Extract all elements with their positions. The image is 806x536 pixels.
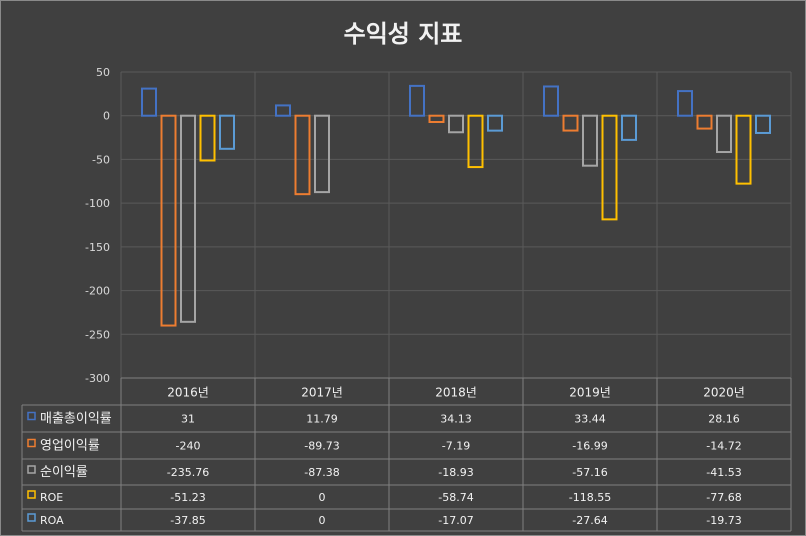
y-tick-label: -200 [85, 285, 110, 298]
table-cell: -14.72 [706, 440, 741, 453]
table-cell: 0 [319, 491, 326, 504]
y-tick-label: -50 [92, 153, 110, 166]
table-cell: -57.16 [572, 466, 607, 479]
bar-1 [275, 104, 291, 117]
table-cell: 0 [319, 514, 326, 527]
table-cell: 28.16 [708, 413, 740, 426]
legend-key [27, 490, 36, 499]
table-cell: 31 [181, 413, 195, 426]
bar-5 [487, 114, 503, 132]
table-cell: -235.76 [167, 466, 209, 479]
category-label: 2019년 [569, 386, 611, 400]
legend-label: 순이익률 [40, 465, 88, 480]
y-tick-label: 50 [96, 66, 110, 79]
category-label: 2017년 [301, 386, 343, 400]
table-cell: -58.74 [438, 491, 473, 504]
table-cell: -51.23 [170, 491, 205, 504]
table-cell: -77.68 [706, 491, 741, 504]
table-cell: -7.19 [442, 440, 470, 453]
bar-5 [621, 114, 637, 141]
table-cell: 11.79 [306, 413, 338, 426]
table-cell: -87.38 [304, 466, 339, 479]
chart-title: 수익성 지표 [343, 20, 463, 48]
bar-5 [755, 114, 771, 134]
bar-2 [428, 114, 445, 124]
category-label: 2020년 [703, 386, 745, 400]
bar-3 [716, 114, 732, 154]
y-tick-label: 0 [103, 110, 110, 123]
table-cell: -240 [176, 440, 201, 453]
category-label: 2018년 [435, 386, 477, 400]
bar-1 [677, 90, 693, 117]
bar-3 [314, 114, 330, 194]
table-cell: -17.07 [438, 514, 473, 527]
table-cell: -27.64 [572, 514, 607, 527]
legend-label: 매출총이익률 [40, 412, 112, 427]
table-cell: -16.99 [572, 440, 607, 453]
table-cell: 33.44 [574, 413, 606, 426]
legend-key [27, 513, 36, 522]
bar-2 [294, 114, 311, 196]
table-cell: -37.85 [170, 514, 205, 527]
legend-key [27, 465, 36, 474]
bar-1 [543, 85, 559, 117]
legend-key [27, 411, 36, 421]
bar-4 [199, 114, 216, 162]
bar-1 [141, 87, 157, 117]
table-cell: 34.13 [440, 413, 472, 426]
bar-3 [582, 114, 598, 167]
table-cell: -41.53 [706, 466, 741, 479]
y-tick-label: -250 [85, 328, 110, 341]
legend-label: ROE [40, 491, 63, 504]
legend-label: ROA [40, 514, 64, 527]
bar-4 [735, 114, 752, 185]
table-cell: -18.93 [438, 466, 473, 479]
y-tick-label: -150 [85, 241, 110, 254]
legend-key [27, 438, 36, 448]
table-cell: -118.55 [569, 491, 611, 504]
bar-5 [219, 114, 235, 150]
y-tick-label: -100 [85, 197, 110, 210]
bar-2 [160, 114, 177, 327]
table-cell: -89.73 [304, 440, 339, 453]
table-cell: -19.73 [706, 514, 741, 527]
bar-3 [448, 114, 464, 134]
bar-2 [696, 114, 713, 130]
bar-3 [180, 114, 196, 323]
y-tick-label: -300 [85, 372, 110, 385]
bar-4 [467, 114, 484, 169]
category-label: 2016년 [167, 386, 209, 400]
bar-4 [601, 114, 618, 221]
legend-label: 영업이익률 [40, 439, 100, 454]
bar-2 [562, 114, 579, 132]
bar-1 [409, 84, 425, 117]
